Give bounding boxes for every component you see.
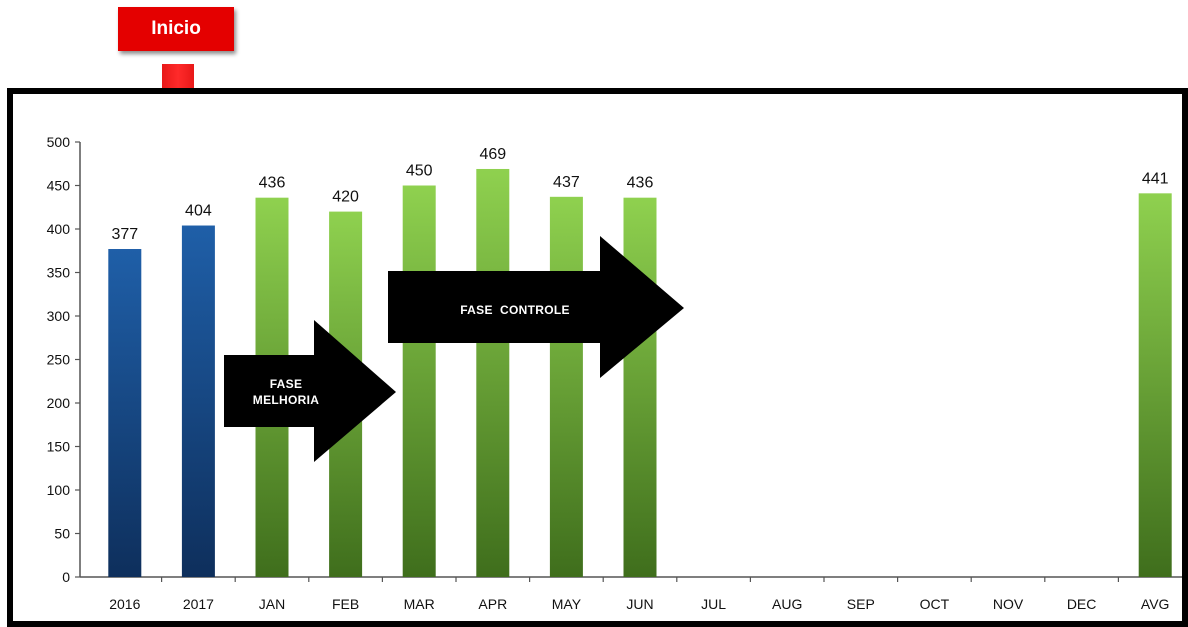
data-label: 441 <box>1142 170 1169 187</box>
x-tick-label: 2016 <box>109 596 140 612</box>
data-label: 469 <box>479 146 506 163</box>
x-tick-label: 2017 <box>183 596 214 612</box>
y-tick-label: 350 <box>47 265 71 281</box>
data-label: 436 <box>627 175 654 192</box>
y-tick-label: 250 <box>47 352 71 368</box>
x-tick-label: AVG <box>1141 596 1170 612</box>
data-label: 437 <box>553 174 580 191</box>
y-tick-label: 0 <box>62 569 70 585</box>
x-tick-label: JUL <box>701 596 726 612</box>
bar-may <box>549 196 583 577</box>
bar-2016 <box>108 249 142 577</box>
data-label: 420 <box>332 189 359 206</box>
y-tick-label: 500 <box>47 134 71 150</box>
data-label: 377 <box>111 226 138 243</box>
y-tick-label: 450 <box>47 178 71 194</box>
y-tick-label: 200 <box>47 395 71 411</box>
x-tick-label: FEB <box>332 596 359 612</box>
x-tick-label: JUN <box>626 596 653 612</box>
bar-mar <box>402 185 436 577</box>
fase-controle-label: FASE CONTROLE <box>460 303 570 317</box>
x-tick-label: APR <box>478 596 507 612</box>
x-tick-label: AUG <box>772 596 802 612</box>
y-tick-label: 400 <box>47 221 71 237</box>
data-label: 436 <box>259 175 286 192</box>
x-tick-label: DEC <box>1067 596 1097 612</box>
inicio-label: Inicio <box>118 7 234 51</box>
bar-2017 <box>181 225 215 577</box>
y-tick-label: 150 <box>47 439 71 455</box>
fase-controle-arrow <box>388 236 684 378</box>
bar-avg <box>1138 193 1172 577</box>
data-label: 450 <box>406 163 433 180</box>
x-tick-label: MAR <box>404 596 435 612</box>
x-tick-label: NOV <box>993 596 1024 612</box>
chart-frame: 0 50 100 150 200 250 300 350 400 450 500 2016 377 201… <box>7 88 1188 627</box>
x-tick-label: SEP <box>847 596 875 612</box>
y-tick-label: 50 <box>54 526 70 542</box>
bar-chart: 0 50 100 150 200 250 300 350 400 450 500 2016 377 201… <box>47 134 1182 612</box>
x-tick-label: MAY <box>552 596 582 612</box>
x-tick-label: JAN <box>259 596 285 612</box>
data-label: 404 <box>185 203 212 220</box>
fase-melhoria-arrow <box>224 320 396 462</box>
fase-melhoria-label: FASE MELHORIA <box>252 377 320 407</box>
y-tick-label: 300 <box>47 308 71 324</box>
x-tick-label: OCT <box>920 596 950 612</box>
y-tick-label: 100 <box>47 482 71 498</box>
bar-apr <box>476 168 510 577</box>
